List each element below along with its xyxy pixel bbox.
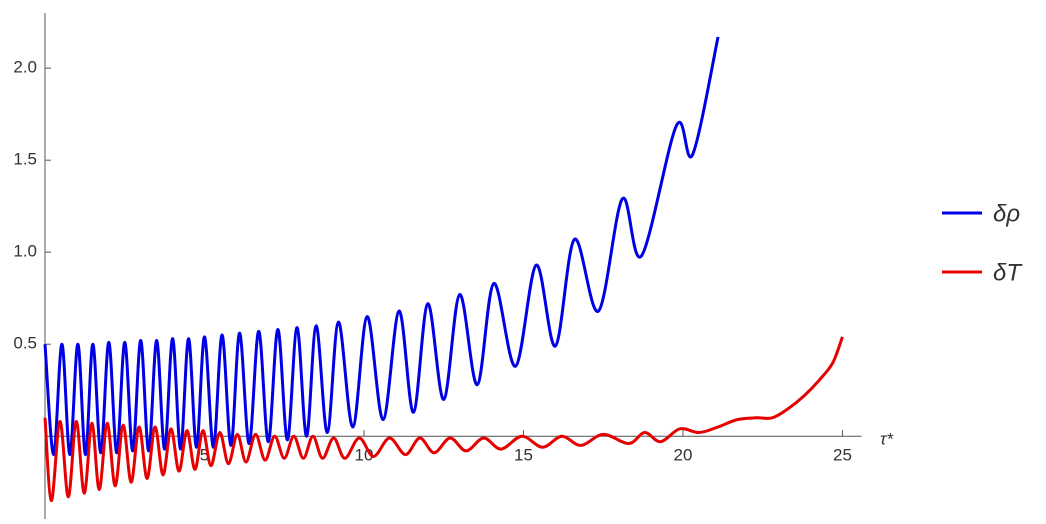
y-tick-label: 2.0	[13, 58, 37, 77]
x-tick-label: 20	[674, 446, 693, 465]
legend-label: δT	[993, 259, 1023, 286]
x-axis-label: τ*	[880, 429, 894, 448]
x-tick-label: 25	[833, 446, 852, 465]
series-line	[43, 36, 720, 457]
series-line	[43, 336, 844, 503]
y-tick-label: 1.0	[13, 242, 37, 261]
x-tick-label: 5	[200, 446, 209, 465]
y-tick-label: 1.5	[13, 150, 37, 169]
legend-label: δρ	[993, 200, 1020, 227]
y-tick-label: 0.5	[13, 334, 37, 353]
x-tick-label: 15	[514, 446, 533, 465]
